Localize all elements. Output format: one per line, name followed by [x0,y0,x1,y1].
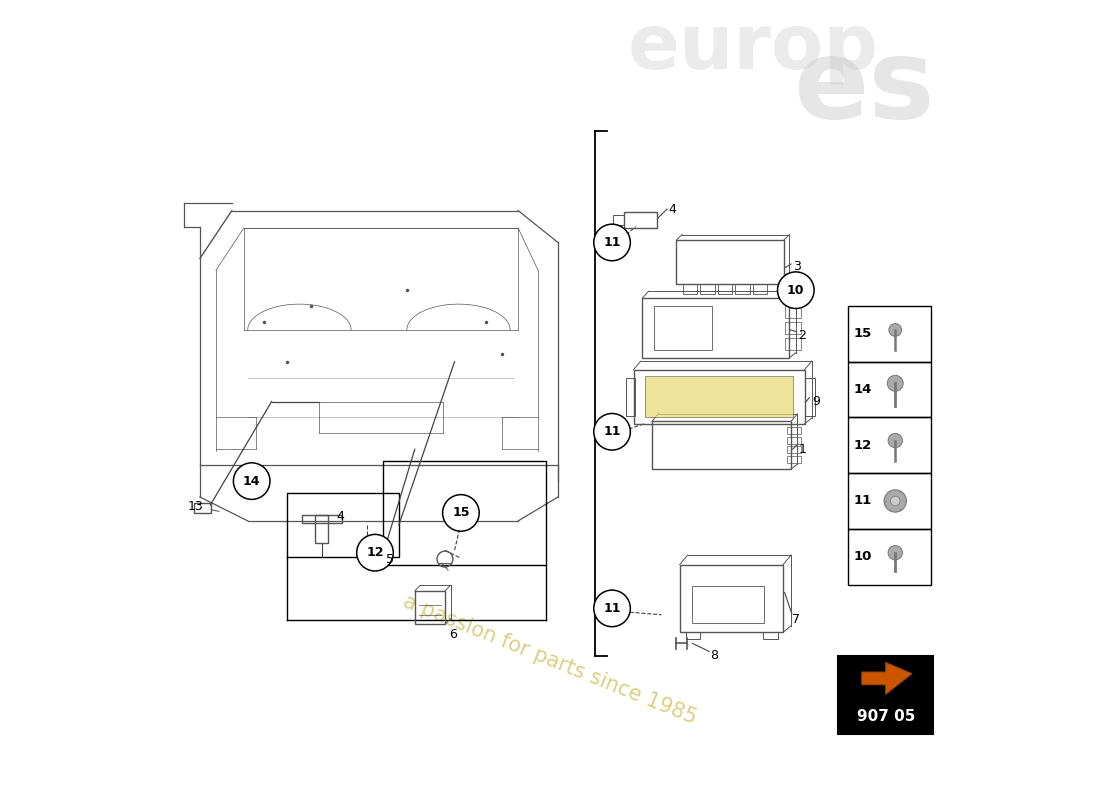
Circle shape [233,463,270,499]
Text: 12: 12 [854,439,871,452]
Text: 8: 8 [710,649,718,662]
Circle shape [594,590,630,626]
Circle shape [778,272,814,309]
Text: 4: 4 [669,202,676,215]
Text: 907 05: 907 05 [857,709,915,724]
Text: 11: 11 [603,602,620,615]
Text: 13: 13 [187,500,204,513]
Circle shape [888,434,902,448]
Polygon shape [861,662,912,694]
Text: 11: 11 [603,236,620,249]
Polygon shape [646,376,793,418]
Text: 11: 11 [603,426,620,438]
Text: 4: 4 [337,510,344,523]
Circle shape [889,324,902,336]
Bar [847,306,931,362]
Text: 15: 15 [452,506,470,519]
Circle shape [442,494,480,531]
Text: 14: 14 [243,474,261,488]
Text: 2: 2 [799,329,806,342]
Text: 10: 10 [788,284,804,297]
Bar [847,529,931,585]
Text: 3: 3 [793,260,801,273]
Circle shape [884,490,906,512]
Text: 11: 11 [854,494,871,507]
Text: 9: 9 [813,395,821,408]
Bar [847,418,931,473]
Text: 6: 6 [449,628,456,641]
Text: 10: 10 [854,550,871,563]
Text: es: es [793,34,935,141]
Text: 7: 7 [792,613,800,626]
Text: 15: 15 [854,327,871,341]
Circle shape [888,375,903,391]
Circle shape [356,534,394,571]
Bar [847,362,931,418]
Circle shape [891,496,900,506]
Text: 12: 12 [366,546,384,559]
Bar [847,473,931,529]
Text: 5: 5 [386,553,394,566]
Text: 1: 1 [799,442,806,456]
Circle shape [594,414,630,450]
Text: europ: europ [627,10,878,85]
Circle shape [594,224,630,261]
Bar [838,656,934,734]
Circle shape [888,546,902,560]
Text: 14: 14 [854,383,871,396]
Text: a passion for parts since 1985: a passion for parts since 1985 [400,592,700,728]
